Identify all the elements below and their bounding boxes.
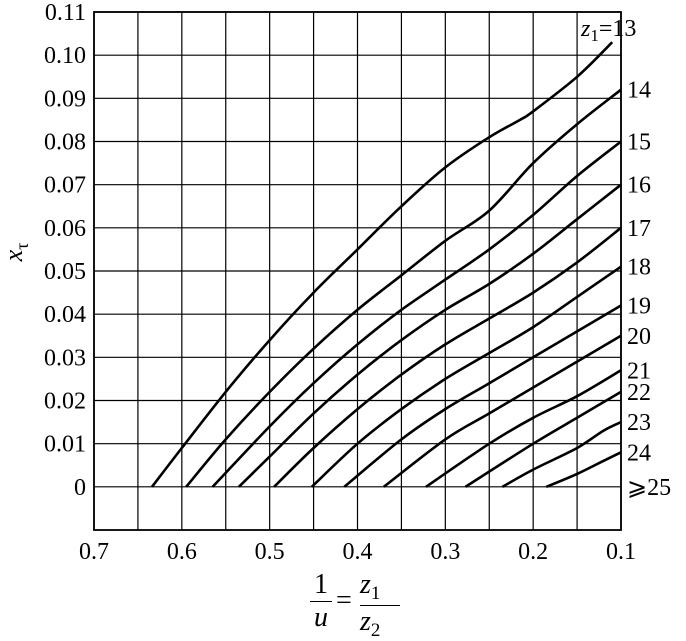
y-axis-label: xτ bbox=[0, 243, 32, 263]
y-axis-symbol: x bbox=[0, 249, 28, 262]
y-tick-label: 0.10 bbox=[44, 43, 86, 69]
x-tick-label: 0.3 bbox=[430, 539, 460, 565]
curve-line bbox=[464, 390, 622, 488]
plot-frame bbox=[93, 11, 622, 531]
z2-subscript: 2 bbox=[370, 620, 381, 641]
curve-label: 23 bbox=[627, 410, 651, 436]
y-axis-subscript: τ bbox=[12, 243, 32, 250]
curve-label: 14 bbox=[627, 78, 651, 104]
numerator-one: 1 bbox=[314, 569, 328, 600]
curve-label: 22 bbox=[627, 380, 651, 406]
y-tick-label: 0.01 bbox=[44, 432, 86, 458]
curve-label: 15 bbox=[627, 130, 651, 156]
y-tick-label: 0.08 bbox=[44, 130, 86, 156]
equals-sign: = bbox=[336, 585, 352, 616]
y-tick-label: 0.09 bbox=[44, 86, 86, 112]
curves bbox=[150, 41, 622, 489]
fraction-1-over-u: 1 u bbox=[310, 571, 332, 632]
curve-line bbox=[545, 451, 622, 489]
y-tick-label: 0.04 bbox=[44, 302, 86, 328]
z-symbol: z bbox=[580, 16, 591, 42]
x-tick-label: 0.2 bbox=[518, 539, 548, 565]
y-tick-labels: 0 0.01 0.02 0.03 0.04 0.05 0.06 0.07 0.08 0.09 0.1… bbox=[44, 0, 86, 501]
curve-line bbox=[185, 88, 622, 488]
z-subscript: 1 bbox=[590, 26, 599, 45]
curve-label: 21 bbox=[627, 358, 651, 384]
curve-label-z1-13: z1=13 bbox=[580, 16, 636, 45]
z1-symbol: z bbox=[360, 569, 371, 600]
y-tick-label: 0 bbox=[74, 475, 86, 501]
denominator-u: u bbox=[314, 602, 328, 633]
x-tick-labels: 0.7 0.6 0.5 0.4 0.3 0.2 0.1 bbox=[79, 539, 636, 565]
curve-label: 17 bbox=[627, 216, 651, 242]
z2-symbol: z bbox=[360, 606, 371, 637]
y-tick-label: 0.06 bbox=[44, 216, 86, 242]
curve-line bbox=[383, 334, 622, 488]
curve-line bbox=[237, 183, 622, 488]
x-tick-label: 0.4 bbox=[343, 539, 373, 565]
curve-line bbox=[425, 369, 622, 488]
x-tick-label: 0.1 bbox=[606, 539, 636, 565]
curve-line bbox=[501, 420, 622, 488]
curve-label: 18 bbox=[627, 255, 651, 281]
curve-line bbox=[273, 226, 622, 488]
fraction-bar bbox=[310, 601, 332, 602]
curve-line bbox=[343, 304, 622, 488]
y-tick-label: 0.11 bbox=[45, 0, 86, 26]
curve-label: 20 bbox=[627, 324, 651, 350]
y-tick-label: 0.02 bbox=[44, 389, 86, 415]
grid bbox=[93, 11, 622, 530]
curve-label: 16 bbox=[627, 173, 651, 199]
curve-label: 24 bbox=[627, 440, 651, 466]
curve-line bbox=[211, 140, 622, 488]
fraction-z1-over-z2: z1 z2 bbox=[360, 571, 400, 640]
curve-line bbox=[150, 41, 614, 488]
x-tick-label: 0.7 bbox=[79, 539, 109, 565]
curve-label: 19 bbox=[627, 294, 651, 320]
y-tick-label: 0.03 bbox=[44, 345, 86, 371]
y-tick-label: 0.05 bbox=[44, 259, 86, 285]
x-tick-label: 0.6 bbox=[167, 539, 197, 565]
x-tick-label: 0.5 bbox=[255, 539, 285, 565]
curve-line bbox=[310, 265, 622, 488]
z-value: =13 bbox=[599, 16, 637, 42]
z1-subscript: 1 bbox=[370, 583, 381, 604]
curve-label: ⩾25 bbox=[627, 475, 671, 501]
y-tick-label: 0.07 bbox=[44, 173, 86, 199]
fraction-bar bbox=[360, 605, 400, 606]
x-axis-label: 1 u = z1 z2 bbox=[308, 571, 418, 640]
